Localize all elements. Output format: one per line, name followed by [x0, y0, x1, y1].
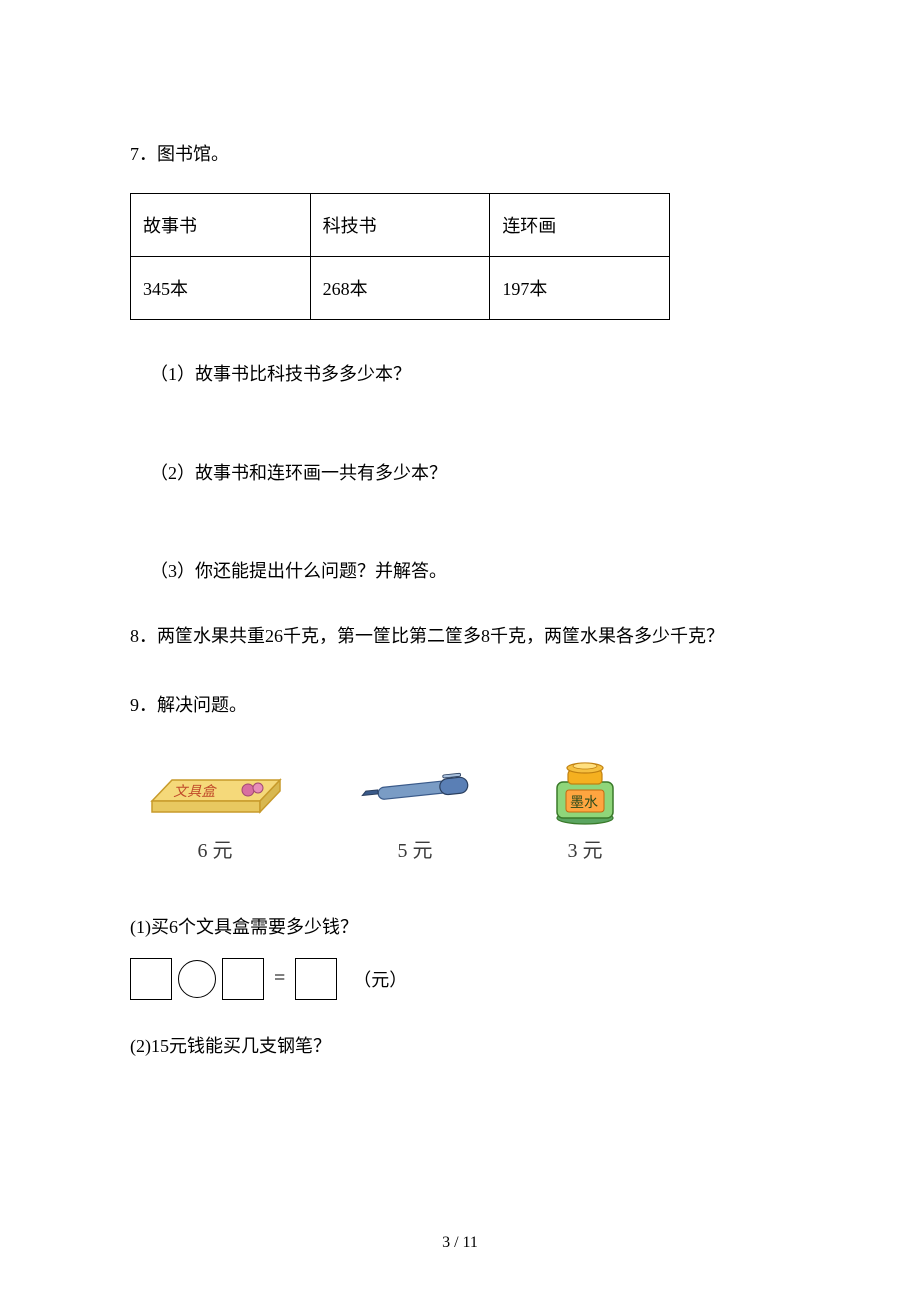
svg-text:文具盒: 文具盒 [172, 783, 218, 800]
ink-icon: 墨水 [540, 756, 630, 824]
page-content: 7．图书馆。 故事书 科技书 连环画 345本 268本 197本 （1）故事书… [0, 0, 920, 1144]
q7-sub-2: （2）故事书和连环画一共有多少本？ [130, 459, 790, 488]
pencil-case-price: 6 元 [198, 834, 233, 863]
table-cell: 连环画 [490, 193, 670, 256]
equation-row: = （元） [130, 958, 790, 1000]
product-pen: 5 元 [340, 756, 490, 863]
product-ink: 墨水 3 元 [540, 756, 630, 863]
table-cell: 科技书 [310, 193, 490, 256]
page-number: 3 / 11 [0, 1234, 920, 1252]
pen-price: 5 元 [398, 834, 433, 863]
table-cell: 故事书 [131, 193, 311, 256]
table-header-row: 故事书 科技书 连环画 [131, 193, 670, 256]
table-cell: 268本 [310, 256, 490, 319]
equation-operator-circle [178, 960, 216, 998]
q7-sub-1: （1）故事书比科技书多多少本？ [130, 360, 790, 389]
q7-sub-3: （3）你还能提出什么问题？并解答。 [130, 557, 790, 586]
equation-equals: = [274, 967, 285, 990]
products-row: 文具盒 6 元 5 元 [130, 756, 790, 863]
equation-unit: （元） [353, 966, 407, 992]
equation-result-box [295, 958, 337, 1000]
table-value-row: 345本 268本 197本 [131, 256, 670, 319]
ink-price: 3 元 [568, 834, 603, 863]
pencil-case-icon: 文具盒 [140, 756, 290, 824]
q7-title: 7．图书馆。 [130, 140, 790, 169]
q9-title: 9．解决问题。 [130, 691, 790, 720]
svg-text:墨水: 墨水 [570, 795, 598, 811]
product-pencil-case: 文具盒 6 元 [140, 756, 290, 863]
library-table: 故事书 科技书 连环画 345本 268本 197本 [130, 193, 670, 320]
q9-sub-2: (2)15元钱能买几支钢笔？ [130, 1032, 790, 1061]
table-cell: 197本 [490, 256, 670, 319]
q9-sub-1: (1)买6个文具盒需要多少钱？ [130, 913, 790, 942]
pen-icon [340, 756, 490, 824]
equation-operand-box [222, 958, 264, 1000]
q8-text: 8．两筐水果共重26千克，第一筐比第二筐多8千克，两筐水果各多少千克？ [130, 622, 790, 651]
table-cell: 345本 [131, 256, 311, 319]
equation-operand-box [130, 958, 172, 1000]
